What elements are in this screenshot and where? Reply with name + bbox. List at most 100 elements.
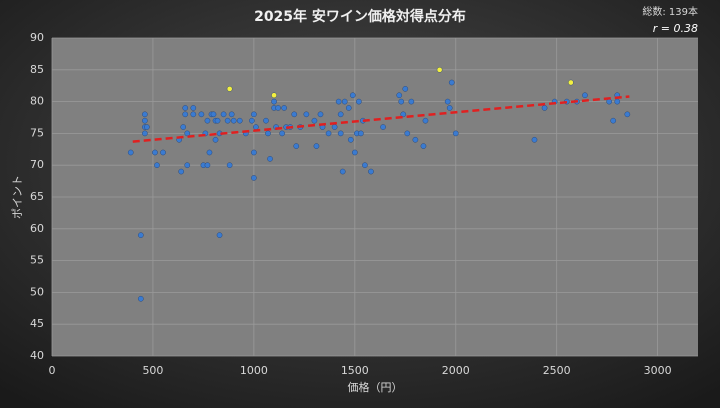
y-tick-label: 85 — [30, 63, 44, 76]
point — [236, 117, 243, 124]
x-tick-label: 1500 — [341, 364, 369, 377]
point — [362, 162, 368, 168]
point — [400, 111, 407, 118]
point — [182, 105, 189, 111]
point — [204, 117, 211, 124]
point — [226, 162, 233, 168]
x-tick-label: 2500 — [543, 364, 571, 377]
y-tick-label: 55 — [30, 254, 44, 267]
point — [311, 117, 318, 124]
point — [144, 124, 150, 130]
point — [249, 117, 255, 124]
point — [275, 105, 281, 111]
y-tick-label: 65 — [30, 190, 44, 203]
x-tick-label: 2000 — [442, 364, 470, 377]
point — [184, 162, 191, 168]
point — [230, 117, 237, 124]
y-tick-label: 80 — [30, 95, 44, 108]
point — [352, 149, 358, 156]
y-tick-label: 70 — [30, 158, 44, 171]
x-axis-label: 価格（円） — [348, 380, 403, 394]
point — [531, 136, 538, 143]
point — [380, 124, 386, 130]
point — [356, 98, 362, 105]
point — [160, 149, 166, 156]
point — [226, 86, 233, 92]
point — [178, 168, 184, 175]
point — [358, 130, 364, 137]
point — [402, 86, 409, 92]
point — [422, 117, 429, 124]
y-axis-label: ポイント — [11, 175, 24, 219]
point — [190, 111, 197, 118]
point — [281, 105, 287, 111]
point — [251, 111, 257, 118]
point — [614, 98, 621, 105]
x-tick-label: 1000 — [240, 364, 268, 377]
point — [271, 98, 277, 105]
point — [624, 111, 631, 118]
point — [404, 130, 411, 137]
point — [349, 92, 356, 99]
point — [398, 98, 405, 105]
point — [335, 98, 342, 105]
point — [568, 79, 574, 86]
point — [325, 130, 332, 137]
point — [448, 79, 455, 86]
point — [142, 130, 148, 137]
point — [408, 98, 415, 105]
point — [210, 111, 217, 118]
point — [267, 156, 273, 162]
y-tick-label: 40 — [30, 349, 44, 362]
point — [204, 162, 211, 168]
point — [180, 124, 187, 130]
point — [253, 124, 259, 130]
point — [345, 105, 352, 111]
point — [347, 136, 354, 143]
point — [317, 111, 324, 118]
point — [220, 111, 227, 118]
point — [198, 111, 205, 118]
trend-line — [132, 95, 630, 143]
point — [216, 232, 223, 238]
point — [279, 130, 285, 137]
y-tick-label: 45 — [30, 317, 44, 330]
point — [228, 111, 235, 118]
point — [341, 98, 348, 105]
point — [337, 111, 344, 118]
point — [265, 130, 271, 137]
point — [412, 136, 419, 143]
point — [263, 117, 269, 124]
point — [291, 111, 298, 118]
x-tick-label: 500 — [142, 364, 163, 377]
point — [331, 124, 338, 130]
chart-title: 2025年 安ワイン価格対得点分布 — [254, 8, 466, 25]
point — [339, 168, 346, 175]
point — [214, 117, 221, 124]
point — [444, 98, 451, 105]
x-tick-label: 0 — [49, 364, 56, 377]
count-note: 総数: 139本 — [642, 5, 698, 18]
point — [337, 130, 344, 137]
point — [142, 117, 148, 124]
y-tick-label: 60 — [30, 222, 44, 235]
point — [606, 98, 612, 105]
point — [142, 111, 148, 118]
point — [138, 232, 144, 238]
point — [154, 162, 160, 168]
point — [184, 130, 191, 137]
point — [190, 105, 197, 111]
point — [271, 92, 277, 99]
point — [127, 149, 134, 156]
point — [152, 149, 158, 156]
x-tick-label: 3000 — [644, 364, 672, 377]
point — [251, 149, 257, 156]
y-tick-label: 75 — [30, 126, 44, 139]
point — [138, 295, 144, 302]
point — [224, 117, 231, 124]
point — [541, 105, 548, 111]
point — [436, 67, 443, 73]
point — [446, 105, 453, 111]
y-tick-label: 90 — [30, 31, 44, 44]
